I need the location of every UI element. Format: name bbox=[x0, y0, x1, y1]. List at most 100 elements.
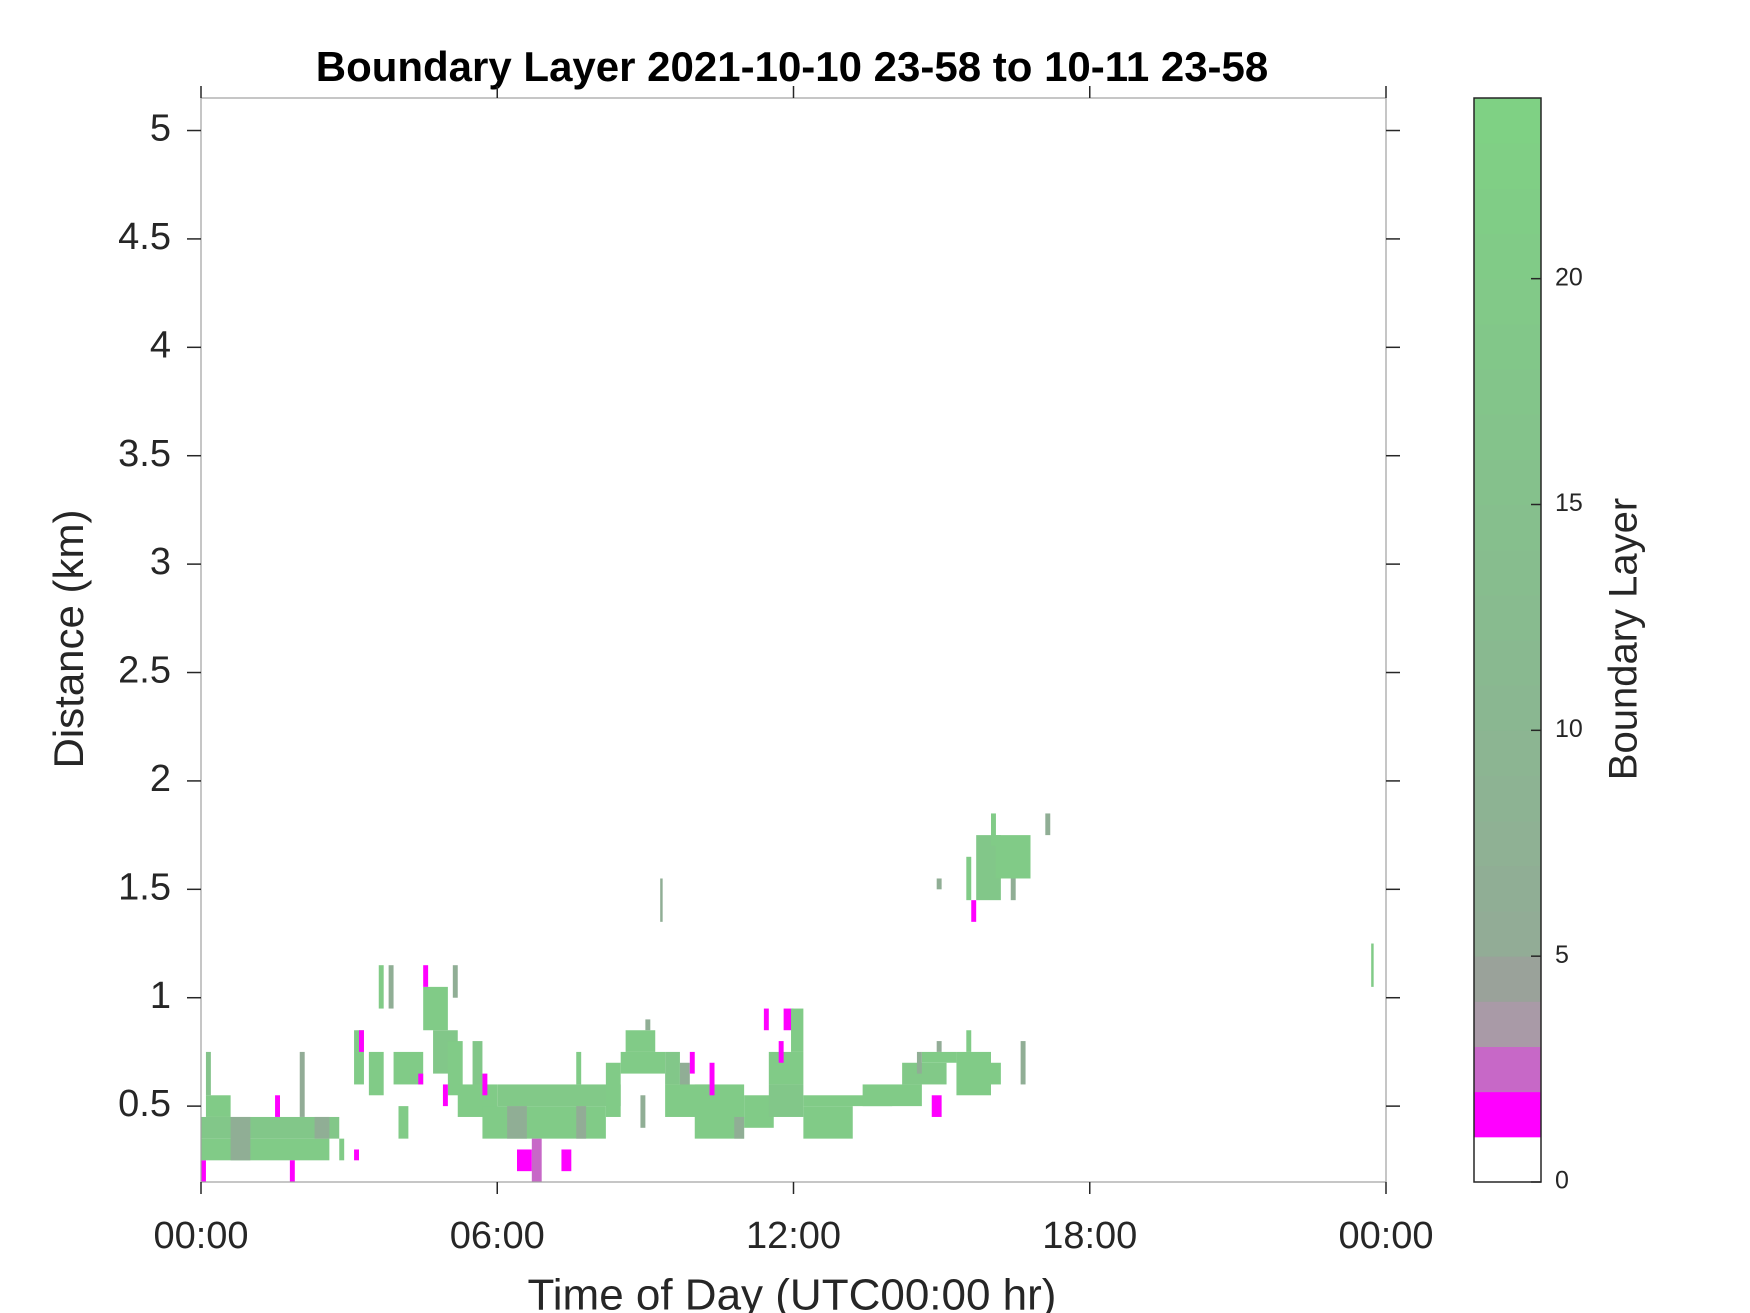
heatmap-cell bbox=[665, 1051, 680, 1085]
heatmap-cell bbox=[378, 965, 384, 1009]
heatmap-cell bbox=[709, 1062, 715, 1096]
heatmap-cell bbox=[679, 1062, 690, 1096]
colorbar-segment bbox=[1474, 1136, 1541, 1183]
heatmap-cell bbox=[763, 1008, 769, 1031]
heatmap-cell bbox=[991, 1062, 1001, 1085]
heatmap-cell bbox=[205, 1095, 231, 1117]
heatmap-cell bbox=[339, 1138, 345, 1161]
colorbar-segment bbox=[1474, 278, 1541, 325]
heatmap-cell bbox=[201, 1138, 330, 1161]
heatmap-cell bbox=[645, 1019, 651, 1031]
heatmap-cell bbox=[561, 1149, 572, 1172]
y-tick-label: 4.5 bbox=[118, 216, 171, 258]
heatmap-cell bbox=[778, 1041, 784, 1063]
colorbar-segment bbox=[1474, 865, 1541, 912]
y-tick-label: 2.5 bbox=[118, 650, 171, 692]
heatmap-cell bbox=[991, 813, 996, 846]
colorbar-segment bbox=[1474, 323, 1541, 370]
colorbar-tick-label: 15 bbox=[1555, 489, 1583, 517]
y-tick-label: 3 bbox=[150, 541, 171, 583]
heatmap-cell bbox=[517, 1149, 532, 1172]
heatmap-cell bbox=[768, 1051, 804, 1085]
heatmap-cell bbox=[921, 1051, 957, 1063]
heatmap-cell bbox=[531, 1138, 542, 1182]
colorbar-tick-label: 10 bbox=[1555, 715, 1583, 743]
heatmap-cell bbox=[388, 965, 394, 1009]
heatmap-cell bbox=[423, 965, 429, 987]
colorbar-segment bbox=[1474, 911, 1541, 957]
x-tick-label: 06:00 bbox=[450, 1215, 545, 1257]
heatmap-cell bbox=[803, 1106, 853, 1139]
heatmap-cell bbox=[354, 1030, 364, 1085]
heatmap-cell bbox=[689, 1051, 695, 1074]
heatmap-cell bbox=[482, 1073, 488, 1096]
colorbar-segment bbox=[1474, 730, 1541, 776]
x-tick-label: 12:00 bbox=[746, 1215, 841, 1257]
heatmap-cell bbox=[359, 1030, 364, 1052]
heatmap-cell bbox=[931, 1095, 942, 1117]
colorbar-segment bbox=[1474, 640, 1541, 686]
heatmap-cell bbox=[936, 1041, 942, 1052]
x-tick-label: 18:00 bbox=[1042, 1215, 1137, 1257]
heatmap-cell bbox=[956, 1051, 991, 1096]
colorbar-segment bbox=[1474, 143, 1541, 189]
colorbar-segment bbox=[1474, 459, 1541, 505]
heatmap-cell bbox=[497, 1084, 621, 1107]
heatmap-cell bbox=[1010, 878, 1016, 901]
heatmap-cell bbox=[902, 1062, 947, 1085]
heatmap-cell bbox=[398, 1106, 409, 1139]
heatmap-cell bbox=[1371, 943, 1374, 987]
colorbar-segment bbox=[1474, 414, 1541, 460]
heatmap-cell bbox=[995, 835, 1031, 879]
heatmap-cell bbox=[620, 1051, 666, 1074]
heatmap-cell bbox=[354, 1149, 359, 1161]
colorbar-label: Boundary Layer bbox=[1602, 498, 1646, 780]
colorbar-tick-label: 5 bbox=[1555, 941, 1569, 969]
y-tick-label: 1.5 bbox=[118, 866, 171, 908]
heatmap-cell bbox=[971, 900, 977, 922]
colorbar-segment bbox=[1474, 98, 1541, 144]
heatmap-cell bbox=[936, 878, 942, 890]
colorbar-tick-label: 0 bbox=[1555, 1167, 1569, 1195]
heatmap-cell bbox=[299, 1051, 305, 1117]
heatmap-cell bbox=[576, 1106, 587, 1139]
heatmap-cell bbox=[314, 1116, 330, 1139]
y-tick-label: 2 bbox=[150, 758, 171, 800]
heatmap-cell bbox=[1020, 1041, 1026, 1085]
y-tick-label: 0.5 bbox=[118, 1083, 171, 1125]
colorbar-segment bbox=[1474, 1046, 1541, 1093]
heatmap-cell bbox=[472, 1041, 483, 1107]
heatmap-cell bbox=[368, 1051, 384, 1096]
colorbar-segment bbox=[1474, 233, 1541, 280]
colorbar-segment bbox=[1474, 820, 1541, 867]
colorbar-segment bbox=[1474, 504, 1541, 551]
heatmap-cell bbox=[605, 1062, 621, 1117]
colorbar-segment bbox=[1474, 685, 1541, 731]
heatmap-cell bbox=[576, 1051, 582, 1085]
colorbar-segment bbox=[1474, 775, 1541, 822]
heatmap-cell bbox=[482, 1106, 606, 1139]
heatmap-cell bbox=[452, 965, 458, 998]
colorbar-tick-label: 20 bbox=[1555, 263, 1583, 291]
heatmap-cell bbox=[966, 1030, 972, 1052]
x-tick-label: 00:00 bbox=[1338, 1215, 1433, 1257]
colorbar-segment bbox=[1474, 1091, 1541, 1138]
colorbar-segment bbox=[1474, 1001, 1541, 1047]
y-tick-label: 5 bbox=[150, 108, 171, 150]
heatmap-cell bbox=[783, 1008, 794, 1031]
heatmap-cell bbox=[289, 1160, 295, 1182]
colorbar-segment bbox=[1474, 369, 1541, 415]
heatmap-cell bbox=[442, 1084, 448, 1107]
heatmap-cell bbox=[660, 878, 663, 922]
heatmap-cell bbox=[275, 1095, 280, 1117]
heatmap-cell bbox=[862, 1084, 922, 1107]
heatmap-cell bbox=[768, 1084, 804, 1117]
heatmap-cell bbox=[640, 1095, 646, 1128]
x-axis-label: Time of Day (UTC00:00 hr) bbox=[528, 1271, 1057, 1313]
heatmap-cell bbox=[230, 1116, 251, 1161]
heatmap-cell bbox=[201, 1160, 206, 1182]
colorbar-segment bbox=[1474, 594, 1541, 641]
colorbar-frame bbox=[1473, 97, 1542, 1183]
